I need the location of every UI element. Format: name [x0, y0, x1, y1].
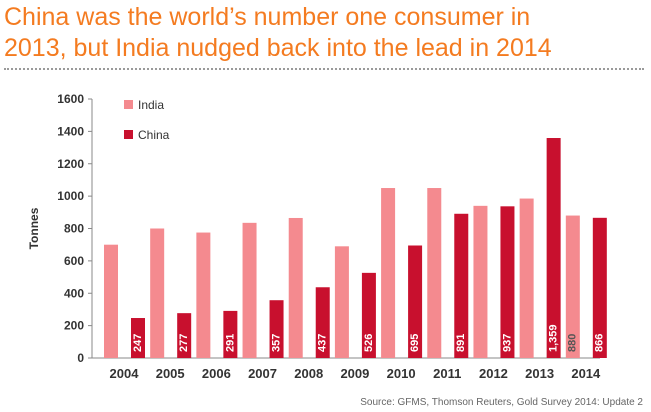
data-label-india-2014: 880 — [567, 334, 579, 352]
y-tick-label: 600 — [64, 254, 84, 268]
bar-india-2011 — [427, 188, 442, 358]
y-axis-label: Tonnes — [27, 207, 41, 249]
bar-china-2007 — [269, 300, 284, 358]
y-tick-label: 200 — [64, 319, 84, 333]
bar-india-2014 — [565, 215, 580, 358]
data-label-china-2008: 437 — [317, 334, 329, 352]
bar-india-2004 — [104, 244, 118, 358]
bar-china-2010 — [408, 245, 423, 358]
x-tick-label-2005: 2005 — [156, 366, 185, 381]
bar-china-2013 — [546, 138, 561, 358]
bar-india-2009 — [334, 246, 349, 358]
bar-china-2006 — [223, 310, 238, 358]
title-line-1: China was the world’s number one consume… — [4, 3, 531, 31]
y-tick-label: 1000 — [57, 189, 84, 203]
data-label-china-2013: 1,359 — [548, 324, 560, 352]
x-tick-label-2010: 2010 — [387, 366, 416, 381]
data-label-china-2006: 291 — [224, 334, 236, 352]
bar-china-2008 — [315, 287, 330, 358]
x-tick-label-2014: 2014 — [571, 366, 601, 381]
title-line-2: 2013, but India nudged back into the lea… — [4, 34, 552, 62]
y-tick-label: 400 — [64, 286, 84, 300]
bar-india-2006 — [196, 232, 211, 358]
bar-india-2008 — [288, 217, 303, 358]
bar-china-2004 — [131, 318, 145, 358]
x-tick-label-2011: 2011 — [433, 366, 461, 381]
y-tick-label: 0 — [77, 351, 84, 365]
legend-label-india: India — [138, 98, 164, 112]
data-label-china-2014: 866 — [594, 334, 606, 352]
x-tick-label-2004: 2004 — [110, 366, 140, 381]
x-tick-label-2008: 2008 — [294, 366, 323, 381]
bar-china-2014 — [592, 217, 607, 358]
y-tick-label: 1600 — [57, 92, 84, 106]
x-tick-label-2006: 2006 — [202, 366, 231, 381]
data-label-china-2010: 695 — [409, 334, 421, 352]
y-tick-label: 1200 — [57, 157, 84, 171]
bar-india-2005 — [150, 228, 165, 358]
bar-india-2012 — [473, 205, 488, 358]
x-tick-label-2007: 2007 — [248, 366, 277, 381]
y-tick-label: 1400 — [57, 124, 84, 138]
chart-title: China was the world’s number one consume… — [4, 2, 644, 64]
x-tick-label-2013: 2013 — [525, 366, 554, 381]
bar-china-2011 — [454, 213, 469, 358]
x-tick-label-2009: 2009 — [340, 366, 369, 381]
data-label-china-2009: 526 — [363, 334, 375, 352]
bar-china-2005 — [177, 313, 192, 358]
legend-swatch-china — [124, 130, 133, 139]
data-label-china-2007: 357 — [270, 334, 282, 352]
data-label-china-2011: 891 — [455, 334, 467, 352]
y-tick-label: 800 — [64, 222, 84, 236]
legend-label-china: China — [138, 128, 170, 142]
bar-china-2012 — [500, 206, 515, 358]
source-note: Source: GFMS, Thomson Reuters, Gold Surv… — [360, 397, 643, 408]
bar-china-2009 — [361, 272, 376, 358]
data-label-china-2012: 937 — [501, 334, 513, 352]
bar-india-2013 — [519, 198, 534, 358]
legend-swatch-india — [124, 100, 133, 109]
data-label-china-2005: 277 — [178, 334, 190, 352]
title-divider — [4, 68, 644, 70]
x-tick-label-2012: 2012 — [479, 366, 508, 381]
bar-india-2010 — [381, 188, 396, 358]
bar-india-2007 — [242, 222, 257, 358]
data-label-china-2004: 247 — [132, 334, 144, 352]
